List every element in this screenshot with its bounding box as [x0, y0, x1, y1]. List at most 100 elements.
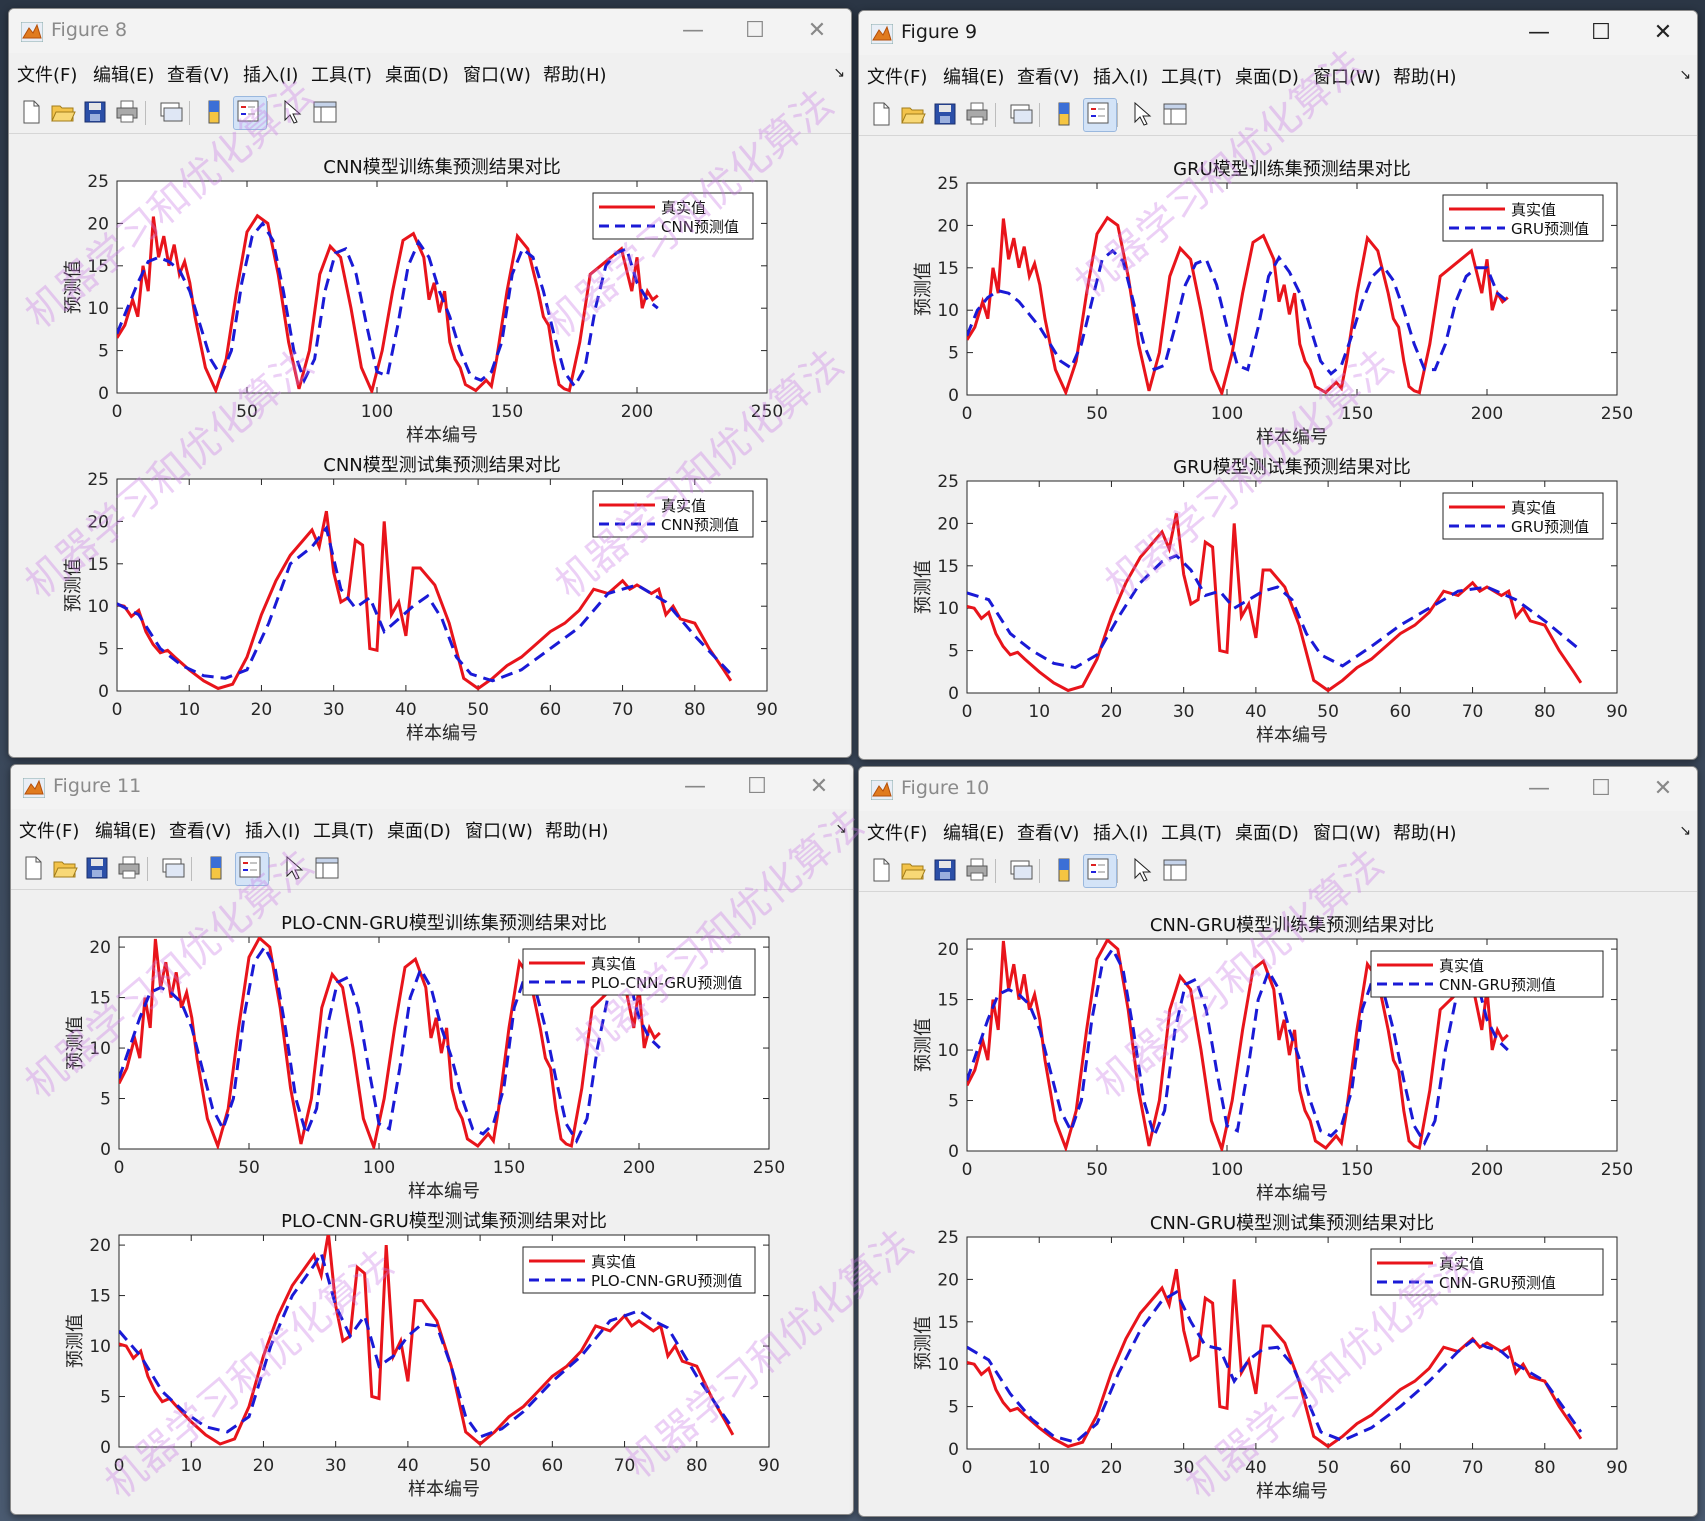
- menu-item-5[interactable]: 桌面(D): [385, 65, 449, 86]
- menu-item-7[interactable]: 帮助(H): [545, 821, 609, 842]
- legend-box: [522, 1246, 756, 1294]
- menu-item-0[interactable]: 文件(F): [867, 823, 928, 844]
- pointer-icon[interactable]: [1127, 100, 1155, 128]
- print-icon[interactable]: [963, 856, 991, 884]
- link-plot-icon[interactable]: [157, 98, 185, 126]
- window-titlebar[interactable]: Figure 10 — ☐ ✕: [859, 767, 1697, 811]
- new-figure-icon[interactable]: [867, 856, 895, 884]
- legend-icon[interactable]: [1083, 98, 1117, 132]
- x-tick-label: 0: [962, 1458, 973, 1478]
- menu-item-3[interactable]: 插入(I): [243, 65, 299, 86]
- print-icon[interactable]: [963, 100, 991, 128]
- pointer-icon[interactable]: [1127, 856, 1155, 884]
- save-icon[interactable]: [81, 98, 109, 126]
- menu-item-3[interactable]: 插入(I): [245, 821, 301, 842]
- minimize-button[interactable]: —: [1528, 776, 1550, 801]
- menu-item-4[interactable]: 工具(T): [311, 65, 373, 86]
- save-icon[interactable]: [931, 856, 959, 884]
- open-file-icon[interactable]: [51, 854, 79, 882]
- y-tick-label: 20: [937, 940, 959, 960]
- property-inspector-icon[interactable]: [1161, 100, 1189, 128]
- legend-icon[interactable]: [235, 852, 269, 886]
- menu-item-7[interactable]: 帮助(H): [1393, 823, 1457, 844]
- save-icon[interactable]: [83, 854, 111, 882]
- menu-item-5[interactable]: 桌面(D): [387, 821, 451, 842]
- pointer-icon[interactable]: [277, 98, 305, 126]
- menu-item-1[interactable]: 编辑(E): [93, 65, 155, 86]
- link-plot-icon[interactable]: [159, 854, 187, 882]
- menu-item-5[interactable]: 桌面(D): [1235, 67, 1299, 88]
- colorbar-icon[interactable]: [201, 98, 229, 126]
- menu-item-6[interactable]: 窗口(W): [463, 65, 531, 86]
- close-button[interactable]: ✕: [1653, 20, 1673, 45]
- window-titlebar[interactable]: Figure 11 — ☐ ✕: [11, 765, 853, 809]
- save-icon[interactable]: [931, 100, 959, 128]
- colorbar-icon[interactable]: [1051, 100, 1079, 128]
- maximize-button[interactable]: ☐: [747, 774, 767, 799]
- menu-overflow-arrow-icon[interactable]: ↘: [1679, 67, 1691, 83]
- menu-item-1[interactable]: 编辑(E): [95, 821, 157, 842]
- chart-title: CNN-GRU模型训练集预测结果对比: [1150, 915, 1434, 936]
- menu-item-0[interactable]: 文件(F): [19, 821, 80, 842]
- menu-item-7[interactable]: 帮助(H): [1393, 67, 1457, 88]
- menu-item-4[interactable]: 工具(T): [1161, 823, 1223, 844]
- toolbar-separator: [1039, 859, 1040, 883]
- print-icon[interactable]: [115, 854, 143, 882]
- x-tick-label: 70: [612, 700, 634, 720]
- new-figure-icon[interactable]: [867, 100, 895, 128]
- menu-overflow-arrow-icon[interactable]: ↘: [835, 821, 847, 837]
- property-inspector-icon[interactable]: [313, 854, 341, 882]
- chart-title: GRU模型测试集预测结果对比: [1173, 457, 1411, 478]
- maximize-button[interactable]: ☐: [1591, 776, 1611, 801]
- minimize-button[interactable]: —: [682, 18, 704, 43]
- menu-item-6[interactable]: 窗口(W): [1313, 823, 1381, 844]
- property-inspector-icon[interactable]: [311, 98, 339, 126]
- menu-item-0[interactable]: 文件(F): [867, 67, 928, 88]
- menu-item-6[interactable]: 窗口(W): [465, 821, 533, 842]
- minimize-button[interactable]: —: [1528, 20, 1550, 45]
- menu-item-4[interactable]: 工具(T): [313, 821, 375, 842]
- menu-item-7[interactable]: 帮助(H): [543, 65, 607, 86]
- window-titlebar[interactable]: Figure 9 — ☐ ✕: [859, 11, 1697, 55]
- menu-item-3[interactable]: 插入(I): [1093, 67, 1149, 88]
- menu-item-3[interactable]: 插入(I): [1093, 823, 1149, 844]
- open-file-icon[interactable]: [899, 100, 927, 128]
- colorbar-icon[interactable]: [1051, 856, 1079, 884]
- property-inspector-icon[interactable]: [1161, 856, 1189, 884]
- window-titlebar[interactable]: Figure 8 — ☐ ✕: [9, 9, 851, 53]
- menu-item-6[interactable]: 窗口(W): [1313, 67, 1381, 88]
- menu-item-5[interactable]: 桌面(D): [1235, 823, 1299, 844]
- menu-overflow-arrow-icon[interactable]: ↘: [833, 65, 845, 81]
- y-tick-label: 5: [100, 1388, 111, 1408]
- new-figure-icon[interactable]: [19, 854, 47, 882]
- x-axis-label: 样本编号: [1256, 1183, 1328, 1204]
- minimize-button[interactable]: —: [684, 774, 706, 799]
- close-button[interactable]: ✕: [1653, 776, 1673, 801]
- colorbar-icon[interactable]: [203, 854, 231, 882]
- menu-overflow-arrow-icon[interactable]: ↘: [1679, 823, 1691, 839]
- link-plot-icon[interactable]: [1007, 856, 1035, 884]
- legend-icon[interactable]: [233, 96, 267, 130]
- close-button[interactable]: ✕: [807, 18, 827, 43]
- menu-item-1[interactable]: 编辑(E): [943, 67, 1005, 88]
- print-icon[interactable]: [113, 98, 141, 126]
- legend-icon[interactable]: [1083, 854, 1117, 888]
- menu-item-1[interactable]: 编辑(E): [943, 823, 1005, 844]
- menu-item-2[interactable]: 查看(V): [1017, 823, 1080, 844]
- menu-item-2[interactable]: 查看(V): [1017, 67, 1080, 88]
- x-tick-label: 0: [114, 1158, 125, 1178]
- pointer-icon[interactable]: [279, 854, 307, 882]
- menu-item-2[interactable]: 查看(V): [167, 65, 230, 86]
- open-file-icon[interactable]: [899, 856, 927, 884]
- maximize-button[interactable]: ☐: [745, 18, 765, 43]
- menu-item-2[interactable]: 查看(V): [169, 821, 232, 842]
- link-plot-icon[interactable]: [1007, 100, 1035, 128]
- legend-pred-label: GRU预测值: [1511, 518, 1589, 536]
- maximize-button[interactable]: ☐: [1591, 20, 1611, 45]
- menu-item-4[interactable]: 工具(T): [1161, 67, 1223, 88]
- open-file-icon[interactable]: [49, 98, 77, 126]
- new-figure-icon[interactable]: [17, 98, 45, 126]
- y-tick-label: 5: [948, 1398, 959, 1418]
- menu-item-0[interactable]: 文件(F): [17, 65, 78, 86]
- close-button[interactable]: ✕: [809, 774, 829, 799]
